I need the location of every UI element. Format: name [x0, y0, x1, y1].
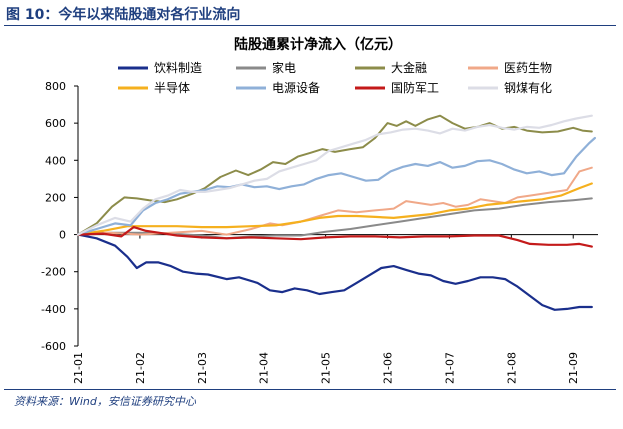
x-tick-label: 21-04	[258, 352, 271, 384]
legend-label: 医药生物	[504, 61, 552, 75]
legend-label: 大金融	[391, 60, 427, 75]
x-tick-label: 21-05	[320, 352, 333, 384]
x-tick-label: 21-02	[134, 352, 147, 384]
bottom-rule	[4, 389, 616, 390]
x-tick-label: 21-01	[72, 352, 85, 384]
y-tick-label: 600	[45, 117, 66, 130]
chart-title: 陆股通累计净流入（亿元）	[234, 36, 402, 53]
legend-label: 半导体	[154, 81, 190, 95]
series-line-2	[77, 197, 593, 240]
y-tick-label: -400	[41, 303, 66, 316]
series-line-6	[76, 136, 596, 236]
x-tick-label: 21-08	[505, 352, 518, 384]
x-tick-label: 21-03	[196, 352, 209, 384]
x-tick-label: 21-07	[443, 352, 456, 384]
figure-title: 图 10：今年以来陆股通对各行业流向	[6, 7, 241, 23]
series-line-1	[76, 233, 593, 311]
legend-label: 钢煤有化	[504, 81, 552, 95]
legend-label: 电源设备	[272, 81, 320, 95]
series-line-4	[77, 166, 593, 236]
series-group	[76, 114, 596, 311]
x-tick-label: 21-06	[382, 352, 395, 384]
y-tick-label: 0	[59, 229, 66, 242]
legend-label: 国防军工	[391, 80, 439, 95]
legend-label: 饮料制造	[154, 61, 202, 75]
top-rule	[4, 25, 616, 26]
series-line-7	[76, 226, 593, 248]
y-tick-label: 800	[45, 80, 66, 93]
source-note: 资料来源：Wind，安信证券研究中心	[14, 395, 196, 408]
y-tick-label: -600	[41, 340, 66, 353]
series-line-5	[76, 182, 593, 236]
axes: -600 -400 -200 0 200 400 600 800 21-01 21-02 21-03…	[41, 80, 598, 384]
y-tick-label: 200	[45, 191, 66, 204]
legend-label: 家电	[272, 60, 296, 75]
y-tick-label: 400	[45, 154, 66, 167]
series-line-8	[76, 114, 593, 236]
y-tick-label: -200	[41, 266, 66, 279]
x-tick-label: 21-09	[567, 352, 580, 384]
